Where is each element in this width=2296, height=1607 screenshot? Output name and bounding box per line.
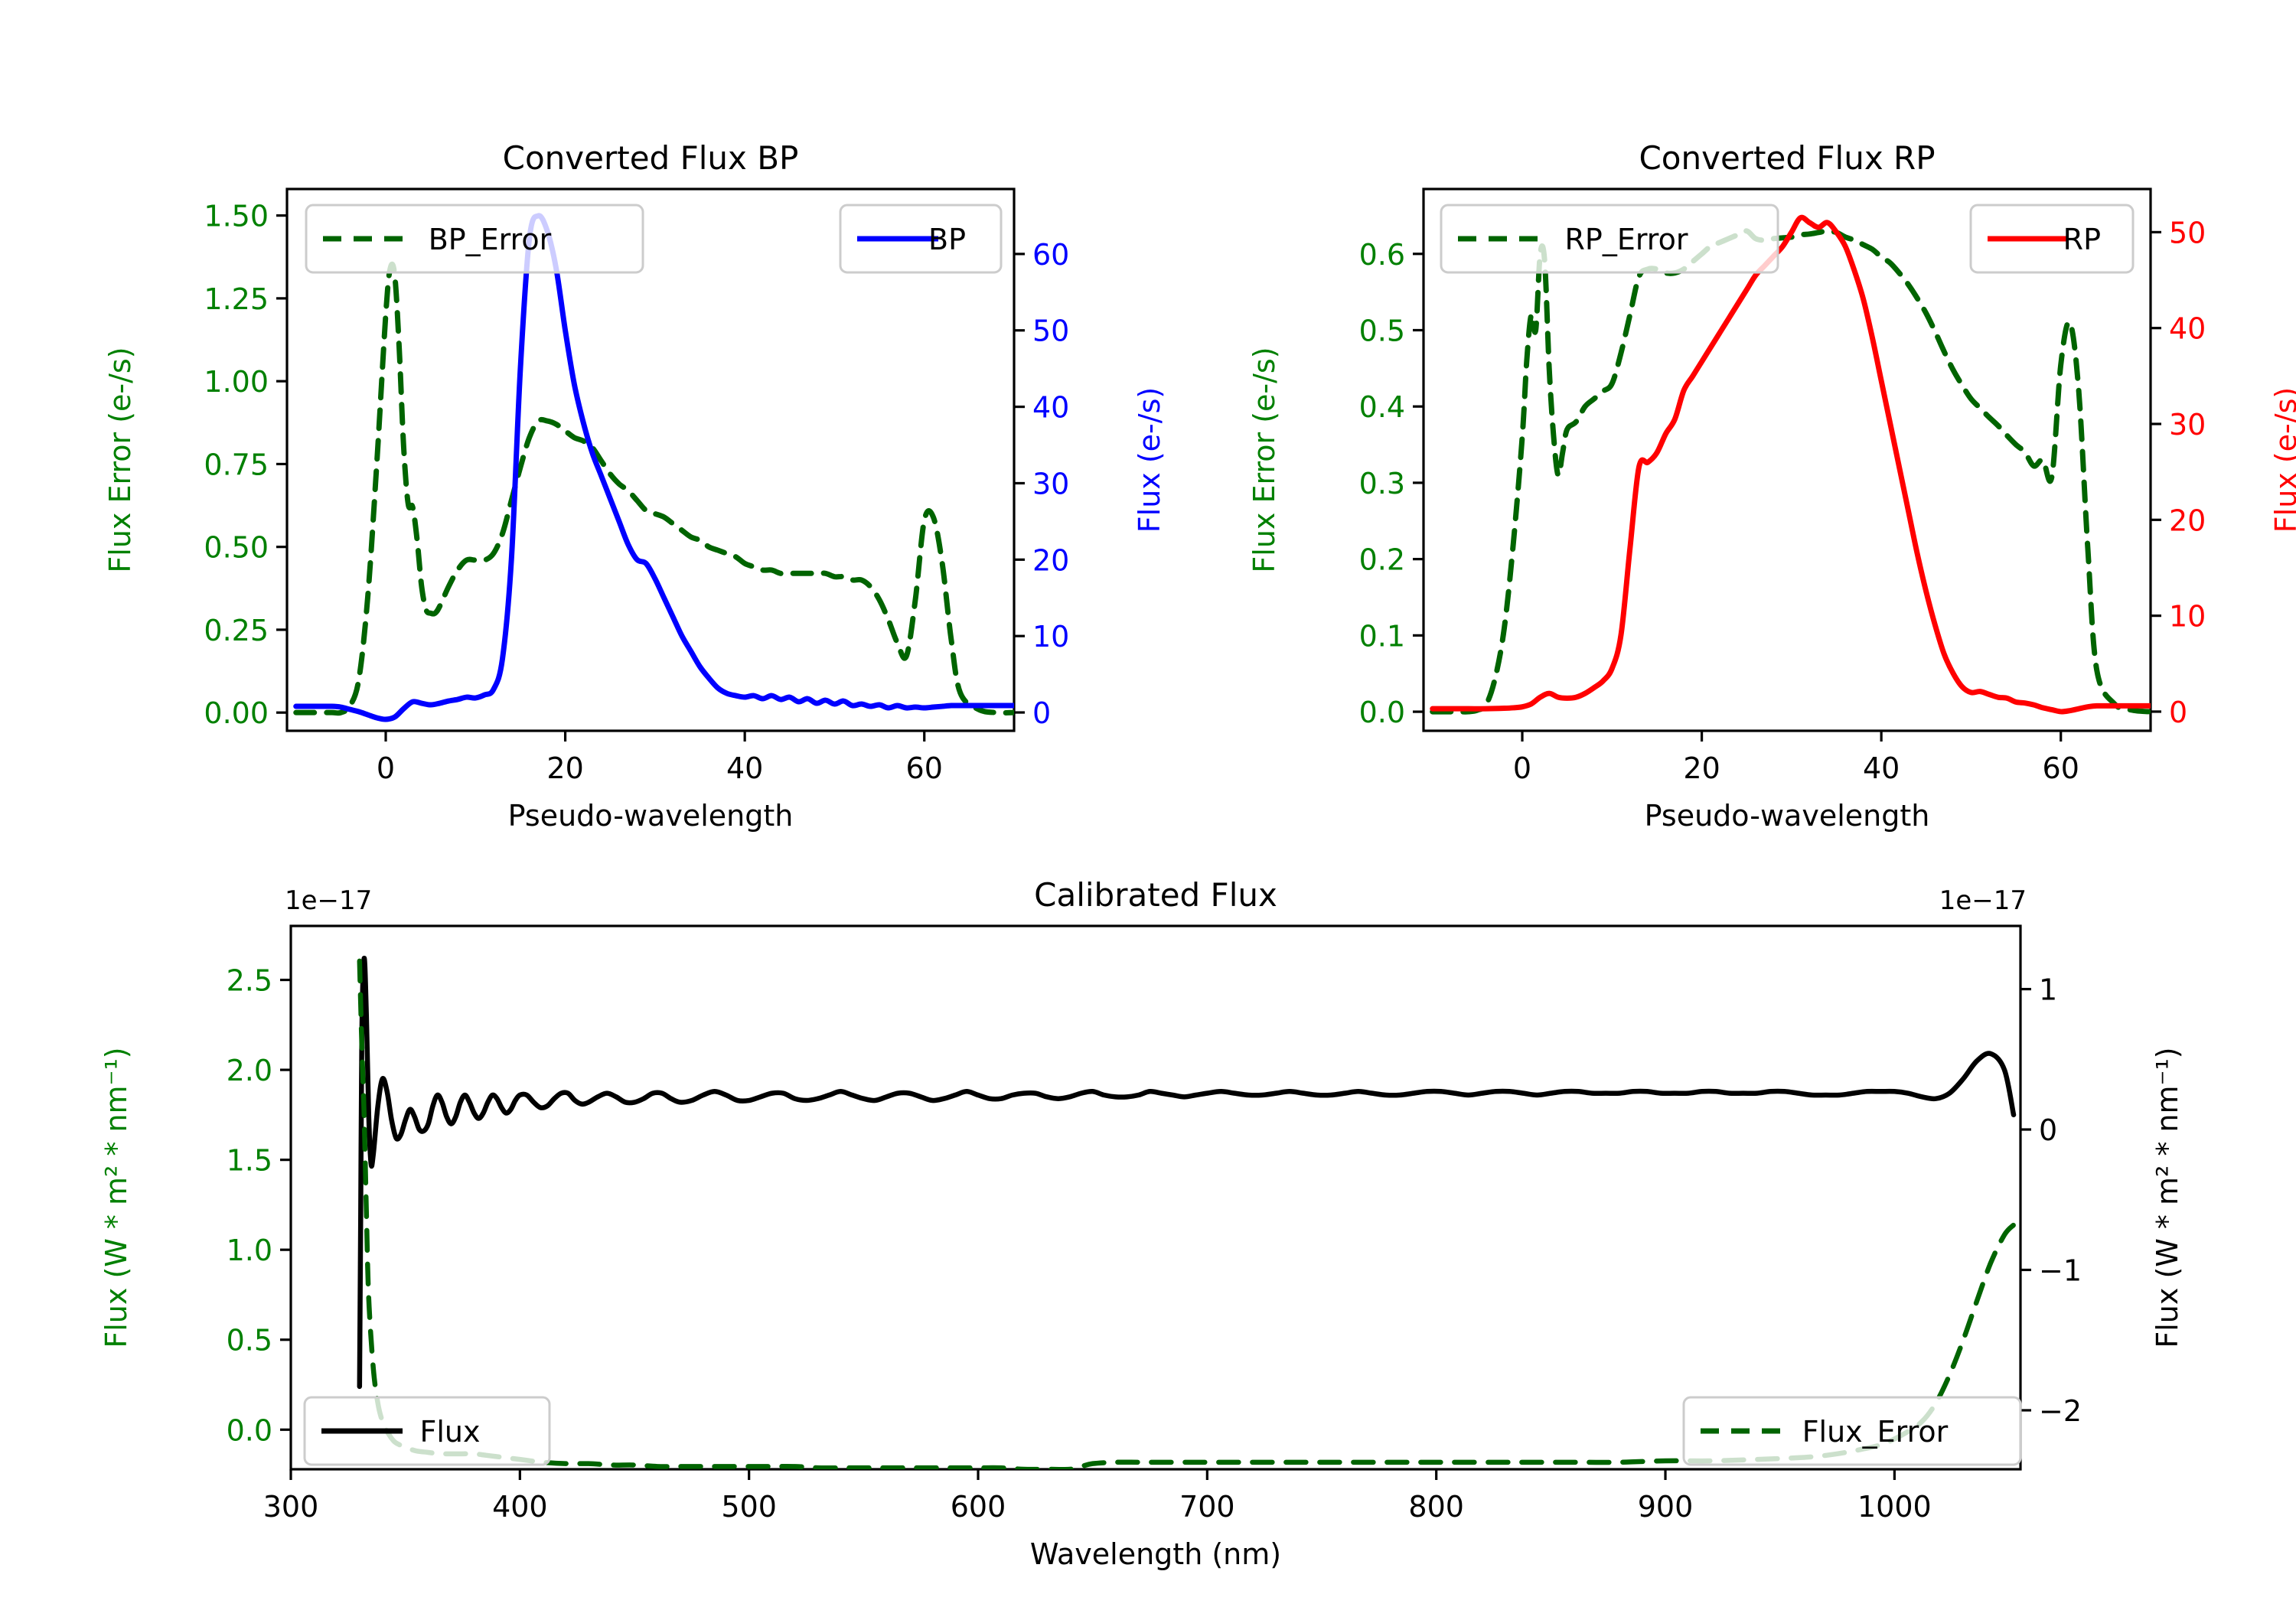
y-tick-label-left: 1.50 xyxy=(204,200,269,233)
chart-rp: Converted Flux RP 0 20 40 60 Pseudo-wavelengt… xyxy=(1247,139,2296,833)
x-tick-label: 0 xyxy=(377,751,395,785)
y-tick-label-left: 0.25 xyxy=(204,614,269,647)
y-tick-label-left: 0.0 xyxy=(1359,696,1405,729)
y-tick-label-right: 30 xyxy=(2169,408,2206,442)
y-tick-label-right: 40 xyxy=(1032,391,1069,425)
x-tick-label: 400 xyxy=(492,1490,548,1524)
plot-frame xyxy=(289,924,2022,1471)
y-tick-label-left: 0.3 xyxy=(1359,467,1405,500)
legend-label-flux: Flux xyxy=(420,1415,481,1449)
y-tick-label-left: 0.00 xyxy=(204,696,269,730)
legend-label-rp-error: RP_Error xyxy=(1565,223,1688,256)
left-axis-offset-label: 1e−17 xyxy=(285,885,372,916)
y-tick-label-right: 40 xyxy=(2169,312,2206,346)
legend-label-rp: RP xyxy=(2063,223,2101,256)
plot-frame xyxy=(285,187,1016,732)
plot-frame xyxy=(1422,187,2152,732)
legend-label-flux-error: Flux_Error xyxy=(1802,1415,1949,1449)
y-axis-label-right: Flux (e-/s) xyxy=(1133,387,1166,533)
y-tick-label-right: 20 xyxy=(1032,543,1069,577)
chart-title: Converted Flux RP xyxy=(1639,139,1935,177)
series-rp xyxy=(1430,214,2151,715)
x-axis-label: Pseudo-wavelength xyxy=(508,799,794,833)
x-axis-label: Wavelength (nm) xyxy=(1030,1537,1281,1571)
y-tick-label-right: 0 xyxy=(1032,696,1051,730)
y-tick-label-left: 0.1 xyxy=(1359,619,1405,653)
legend-label-bp-error: BP_Error xyxy=(429,223,552,256)
y-tick-label-right: 60 xyxy=(1032,238,1069,272)
legend-box xyxy=(303,1396,551,1466)
x-tick-label: 20 xyxy=(1683,751,1720,785)
y-axis-label-right: Flux (W * m² * nm⁻¹) xyxy=(2151,1047,2184,1348)
y-tick-label-left: 0.2 xyxy=(1359,543,1405,577)
x-tick-label: 60 xyxy=(2043,751,2079,785)
x-tick-label: 40 xyxy=(1863,751,1900,785)
y-tick-label-left: 1.0 xyxy=(227,1234,272,1267)
chart-bp: Converted Flux BP 0 20 40 60 Pseudo-wavelengt… xyxy=(103,139,1166,833)
legend-flux-error[interactable]: Flux_Error xyxy=(1682,1396,2022,1466)
y-tick-label-left: 1.25 xyxy=(204,282,269,316)
y-tick-label-right: 50 xyxy=(1032,315,1069,348)
legend-rp-error[interactable]: RP_Error xyxy=(1440,204,1779,274)
x-axis-label: Pseudo-wavelength xyxy=(1645,799,1930,833)
y-tick-label-left: 0.5 xyxy=(227,1324,272,1358)
y-tick-label-right: 50 xyxy=(2169,216,2206,249)
series-bp xyxy=(293,213,1014,722)
y-tick-label-right: 10 xyxy=(1032,620,1069,654)
series-flux xyxy=(357,956,2017,1390)
y-tick-label-right: 0 xyxy=(2039,1113,2057,1147)
y-tick-label-right: −1 xyxy=(2039,1253,2082,1287)
chart-title: Converted Flux BP xyxy=(503,139,799,177)
panel-converted-flux-rp: Converted Flux RP 0 20 40 60 Pseudo-wavelengt… xyxy=(1148,0,2296,834)
right-axis-offset-label: 1e−17 xyxy=(1939,885,2027,916)
x-tick-label: 1000 xyxy=(1857,1490,1932,1524)
y-tick-label-right: 10 xyxy=(2169,600,2206,634)
legend-bp-error[interactable]: BP_Error xyxy=(305,204,644,274)
chart-title: Calibrated Flux xyxy=(1034,876,1277,914)
y-tick-label-left: 2.0 xyxy=(227,1054,272,1087)
x-tick-label: 800 xyxy=(1408,1490,1464,1524)
y-tick-label-right: 0 xyxy=(2169,696,2187,729)
legend-flux[interactable]: Flux xyxy=(303,1396,551,1466)
legend-bp[interactable]: BP xyxy=(839,204,1003,274)
x-tick-label: 900 xyxy=(1638,1490,1694,1524)
y-tick-label-left: 0.0 xyxy=(227,1413,272,1447)
y-tick-label-left: 2.5 xyxy=(227,964,272,998)
y-tick-label-left: 1.00 xyxy=(204,365,269,399)
chart-calibrated-flux: Calibrated Flux 1e−17 1e−17 300 400 500 600 700… xyxy=(99,876,2184,1571)
series-bp_error xyxy=(293,261,1014,716)
x-tick-label: 0 xyxy=(1513,751,1531,785)
x-tick-label: 500 xyxy=(721,1490,777,1524)
legend-box xyxy=(1682,1396,2022,1466)
legend-box xyxy=(305,204,644,274)
x-tick-label: 700 xyxy=(1179,1490,1235,1524)
y-tick-label-left: 0.4 xyxy=(1359,390,1405,424)
series-rp_error xyxy=(1430,228,2151,715)
x-tick-label: 40 xyxy=(726,751,763,785)
y-tick-label-left: 1.5 xyxy=(227,1144,272,1178)
y-tick-label-right: −2 xyxy=(2039,1394,2082,1428)
y-axis-label-left: Flux (W * m² * nm⁻¹) xyxy=(99,1047,133,1348)
y-tick-label-left: 0.6 xyxy=(1359,238,1405,272)
x-tick-label: 60 xyxy=(906,751,943,785)
legend-label-bp: BP xyxy=(928,223,966,256)
x-tick-label: 600 xyxy=(951,1490,1006,1524)
y-tick-label-left: 0.50 xyxy=(204,531,269,565)
y-axis-label-left: Flux Error (e-/s) xyxy=(1247,347,1281,572)
y-tick-label-left: 0.75 xyxy=(204,448,269,481)
panel-calibrated-flux: Calibrated Flux 1e−17 1e−17 300 400 500 600 700… xyxy=(0,834,2296,1607)
x-tick-label: 300 xyxy=(263,1490,319,1524)
y-axis-label-left: Flux Error (e-/s) xyxy=(103,347,137,572)
legend-box xyxy=(1440,204,1779,274)
y-tick-label-left: 0.5 xyxy=(1359,314,1405,347)
y-axis-label-right: Flux (e-/s) xyxy=(2269,387,2296,533)
y-tick-label-right: 30 xyxy=(1032,467,1069,500)
series-flux_error xyxy=(357,958,2017,1469)
y-tick-label-right: 20 xyxy=(2169,504,2206,537)
legend-rp[interactable]: RP xyxy=(1969,204,2135,274)
panel-converted-flux-bp: Converted Flux BP 0 20 40 60 Pseudo-wavelengt… xyxy=(0,0,1166,834)
y-tick-label-right: 1 xyxy=(2039,973,2057,1007)
x-tick-label: 20 xyxy=(546,751,583,785)
